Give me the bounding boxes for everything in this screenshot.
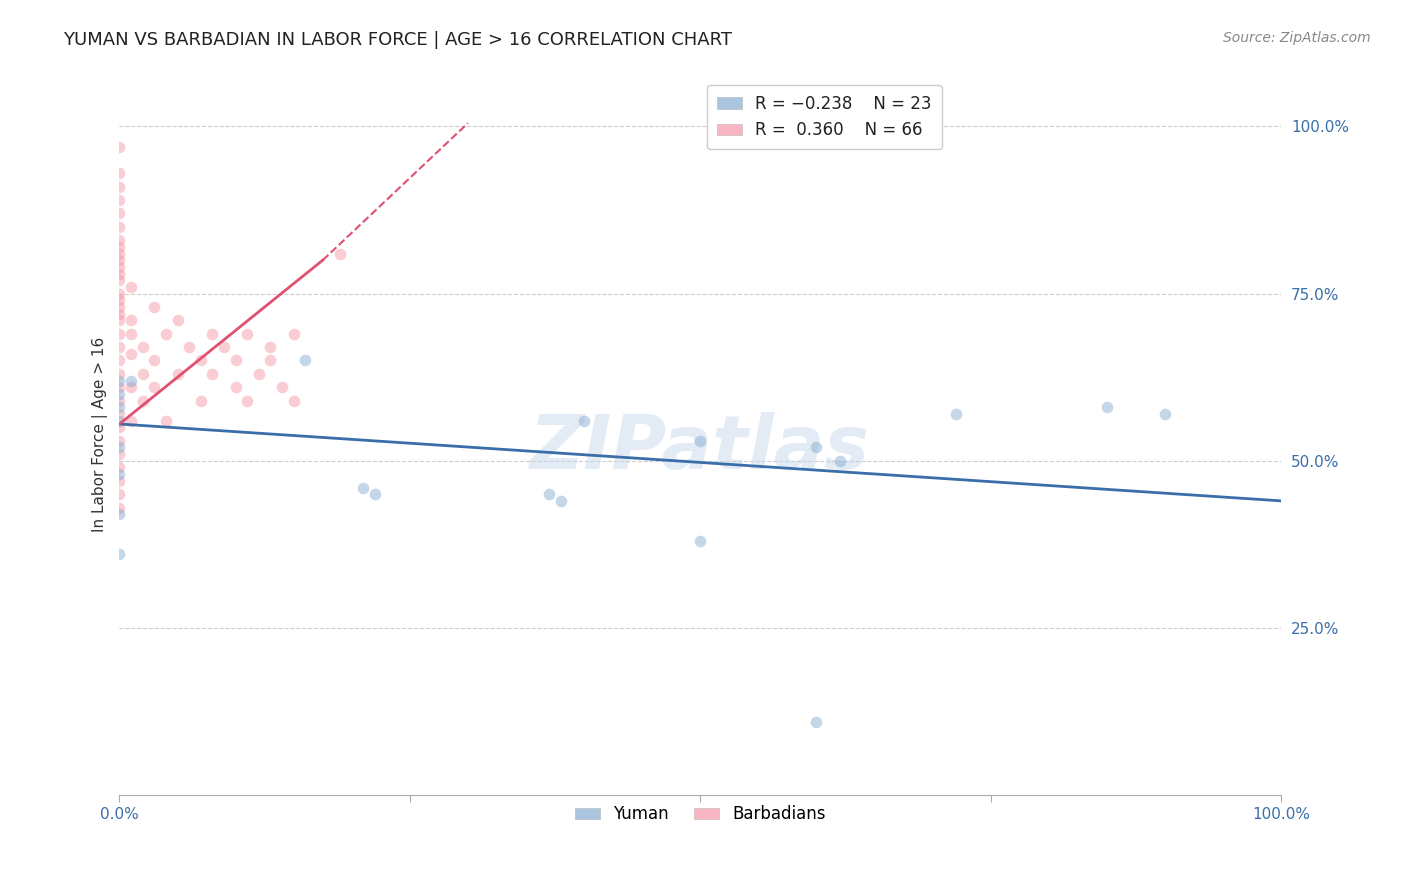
Point (236, 326, 259, 341)
Point (108, 474, 131, 488)
Point (108, 240, 131, 254)
Point (108, 293, 131, 308)
Point (190, 393, 212, 408)
Point (201, 326, 224, 341)
Point (108, 193, 131, 207)
Point (283, 326, 305, 341)
Point (225, 353, 247, 368)
Point (108, 267, 131, 281)
Point (143, 300, 166, 314)
Point (236, 393, 259, 408)
Text: Source: ZipAtlas.com: Source: ZipAtlas.com (1223, 31, 1371, 45)
Point (108, 374, 131, 388)
Point (108, 414, 131, 428)
Point (108, 407, 131, 421)
Point (108, 467, 131, 482)
Point (108, 387, 131, 401)
Point (283, 393, 305, 408)
Point (108, 380, 131, 394)
Point (108, 434, 131, 448)
Point (190, 353, 212, 368)
Point (166, 313, 188, 327)
Point (364, 487, 387, 501)
Point (806, 714, 828, 729)
Point (945, 407, 967, 421)
Point (108, 219, 131, 234)
Point (108, 447, 131, 461)
Point (120, 347, 142, 361)
Point (352, 481, 374, 495)
Point (155, 326, 177, 341)
Point (212, 340, 235, 354)
Point (179, 340, 201, 354)
Point (108, 286, 131, 301)
Point (131, 367, 153, 381)
Point (108, 500, 131, 515)
Point (108, 441, 131, 455)
Point (689, 533, 711, 548)
Point (108, 233, 131, 247)
Point (108, 313, 131, 327)
Point (108, 547, 131, 561)
Point (108, 273, 131, 287)
Point (120, 280, 142, 294)
Point (108, 206, 131, 220)
Point (259, 340, 281, 354)
Point (247, 367, 270, 381)
Point (108, 307, 131, 321)
Point (329, 246, 352, 260)
Point (108, 326, 131, 341)
Legend: Yuman, Barbadians: Yuman, Barbadians (568, 798, 832, 830)
Point (828, 454, 851, 468)
Text: ZIPatlas: ZIPatlas (530, 412, 870, 485)
Point (108, 179, 131, 194)
Point (572, 414, 595, 428)
Point (550, 494, 572, 508)
Point (689, 434, 711, 448)
Point (108, 246, 131, 260)
Point (166, 367, 188, 381)
Point (294, 353, 316, 368)
Point (108, 460, 131, 475)
Point (225, 380, 247, 394)
Point (120, 326, 142, 341)
Point (538, 487, 561, 501)
Point (108, 367, 131, 381)
Point (108, 353, 131, 368)
Point (120, 374, 142, 388)
Point (108, 401, 131, 415)
Text: YUMAN VS BARBADIAN IN LABOR FORCE | AGE > 16 CORRELATION CHART: YUMAN VS BARBADIAN IN LABOR FORCE | AGE … (63, 31, 733, 49)
Point (108, 300, 131, 314)
Point (108, 487, 131, 501)
Y-axis label: In Labor Force | Age > 16: In Labor Force | Age > 16 (93, 336, 108, 532)
Point (143, 353, 166, 368)
Point (108, 508, 131, 522)
Point (108, 139, 131, 153)
Point (108, 340, 131, 354)
Point (108, 166, 131, 180)
Point (143, 380, 166, 394)
Point (131, 393, 153, 408)
Point (1095, 401, 1118, 415)
Point (259, 353, 281, 368)
Point (120, 380, 142, 394)
Point (108, 253, 131, 268)
Point (120, 414, 142, 428)
Point (271, 380, 294, 394)
Point (108, 260, 131, 274)
Point (201, 367, 224, 381)
Point (131, 340, 153, 354)
Point (120, 313, 142, 327)
Point (108, 420, 131, 434)
Point (1154, 407, 1177, 421)
Point (155, 414, 177, 428)
Point (108, 393, 131, 408)
Point (806, 441, 828, 455)
